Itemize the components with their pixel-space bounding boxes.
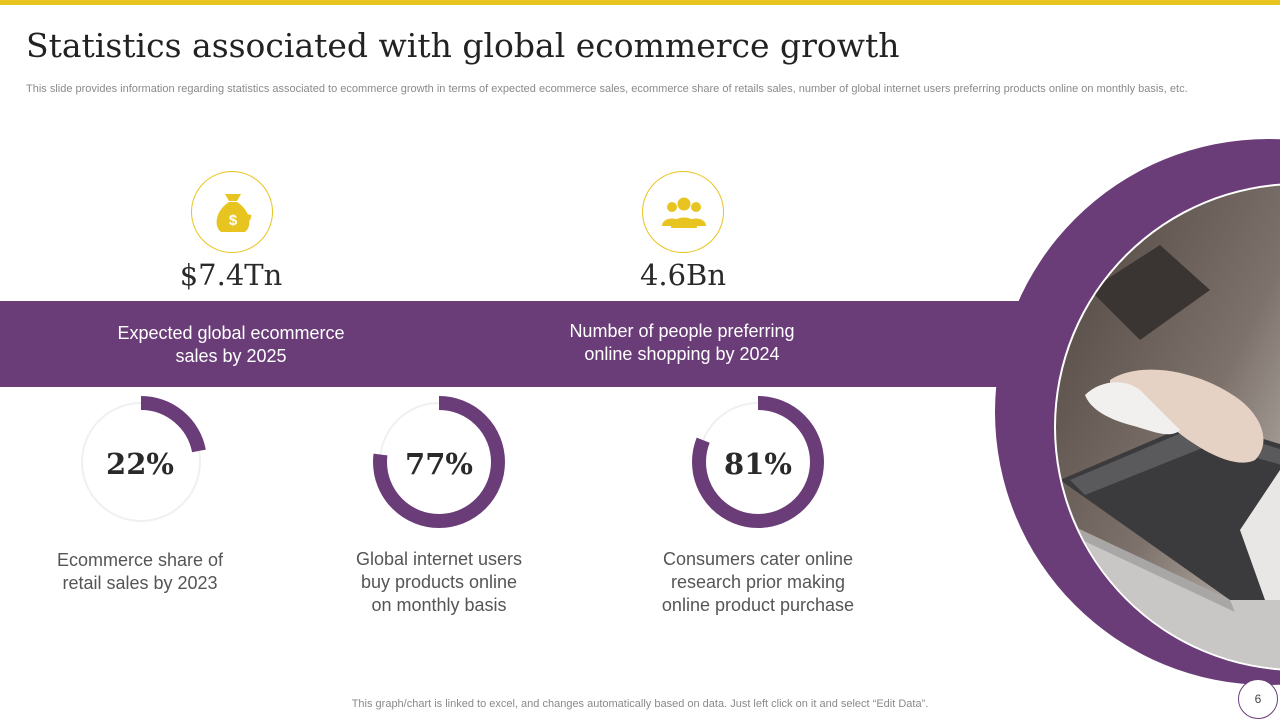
stat-label-people: Number of people preferring online shopp… bbox=[569, 321, 795, 364]
donut-description: Ecommerce share of retail sales by 2023 bbox=[56, 550, 224, 593]
donut-value-arc bbox=[373, 396, 505, 528]
donut-chart-retail-share bbox=[75, 396, 207, 528]
svg-text:$: $ bbox=[229, 212, 238, 229]
top-accent-bar bbox=[0, 0, 1280, 5]
page-title: Statistics associated with global ecomme… bbox=[26, 26, 900, 65]
stats-band bbox=[0, 301, 1040, 387]
donut-value-arc bbox=[692, 396, 824, 528]
money-bag-icon: $ bbox=[191, 171, 273, 253]
stat-value-sales: $7.4Tn bbox=[179, 258, 283, 292]
donut-value-label: 22% bbox=[106, 447, 174, 481]
donut-value-label: 77% bbox=[405, 447, 473, 481]
donut-value-arc bbox=[75, 396, 207, 528]
donut-value-label: 81% bbox=[724, 447, 792, 481]
people-group-icon bbox=[642, 171, 724, 253]
donut-chart-online-research bbox=[692, 396, 824, 528]
page-subtitle: This slide provides information regardin… bbox=[26, 83, 1188, 95]
donut-chart-internet-users bbox=[373, 396, 505, 528]
stat-label-sales: Expected global ecommerce sales by 2025 bbox=[117, 323, 345, 366]
footer-note: This graph/chart is linked to excel, and… bbox=[351, 698, 929, 710]
page-number: 6 bbox=[1238, 679, 1278, 719]
donut-description: Consumers cater online research prior ma… bbox=[661, 549, 855, 615]
stat-value-people: 4.6Bn bbox=[639, 258, 727, 292]
donut-description: Global internet users buy products onlin… bbox=[355, 549, 523, 615]
